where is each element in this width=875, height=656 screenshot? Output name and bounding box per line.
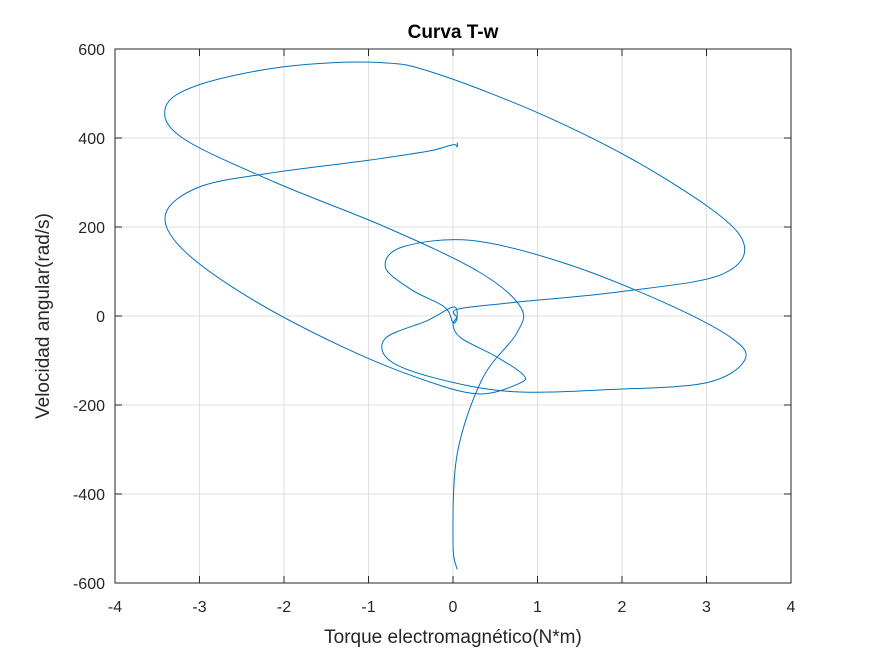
tick-labels: -4 -3 -2 -1 0 1 2 3 4 -600 -400 -200 0 200 400 600 (73, 42, 796, 616)
y-tick-label: -200 (73, 398, 105, 415)
y-tick-label: 600 (78, 42, 105, 59)
y-tick-label: -400 (73, 487, 105, 504)
x-axis-label: Torque electromagnético(N*m) (324, 627, 582, 648)
y-axis-label: Velocidad angular(rad/s) (33, 213, 54, 419)
chart-title: Curva T-w (408, 22, 499, 43)
plot-frame (114, 48, 792, 584)
x-tick-label: 4 (787, 599, 796, 616)
x-tick-label: -4 (108, 599, 122, 616)
y-tick-label: 0 (96, 309, 105, 326)
x-tick-label: -3 (192, 599, 206, 616)
x-tick-label: -2 (277, 599, 291, 616)
x-tick-label: 3 (702, 599, 711, 616)
y-tick-label: 400 (78, 131, 105, 148)
x-tick-label: 2 (618, 599, 627, 616)
x-tick-label: -1 (361, 599, 375, 616)
series-layer (164, 61, 747, 570)
series-line (164, 61, 747, 570)
grid (115, 49, 791, 583)
y-tick-label: 200 (78, 220, 105, 237)
x-tick-label: 1 (533, 599, 542, 616)
y-tick-label: -600 (73, 576, 105, 593)
x-tick-label: 0 (449, 599, 458, 616)
